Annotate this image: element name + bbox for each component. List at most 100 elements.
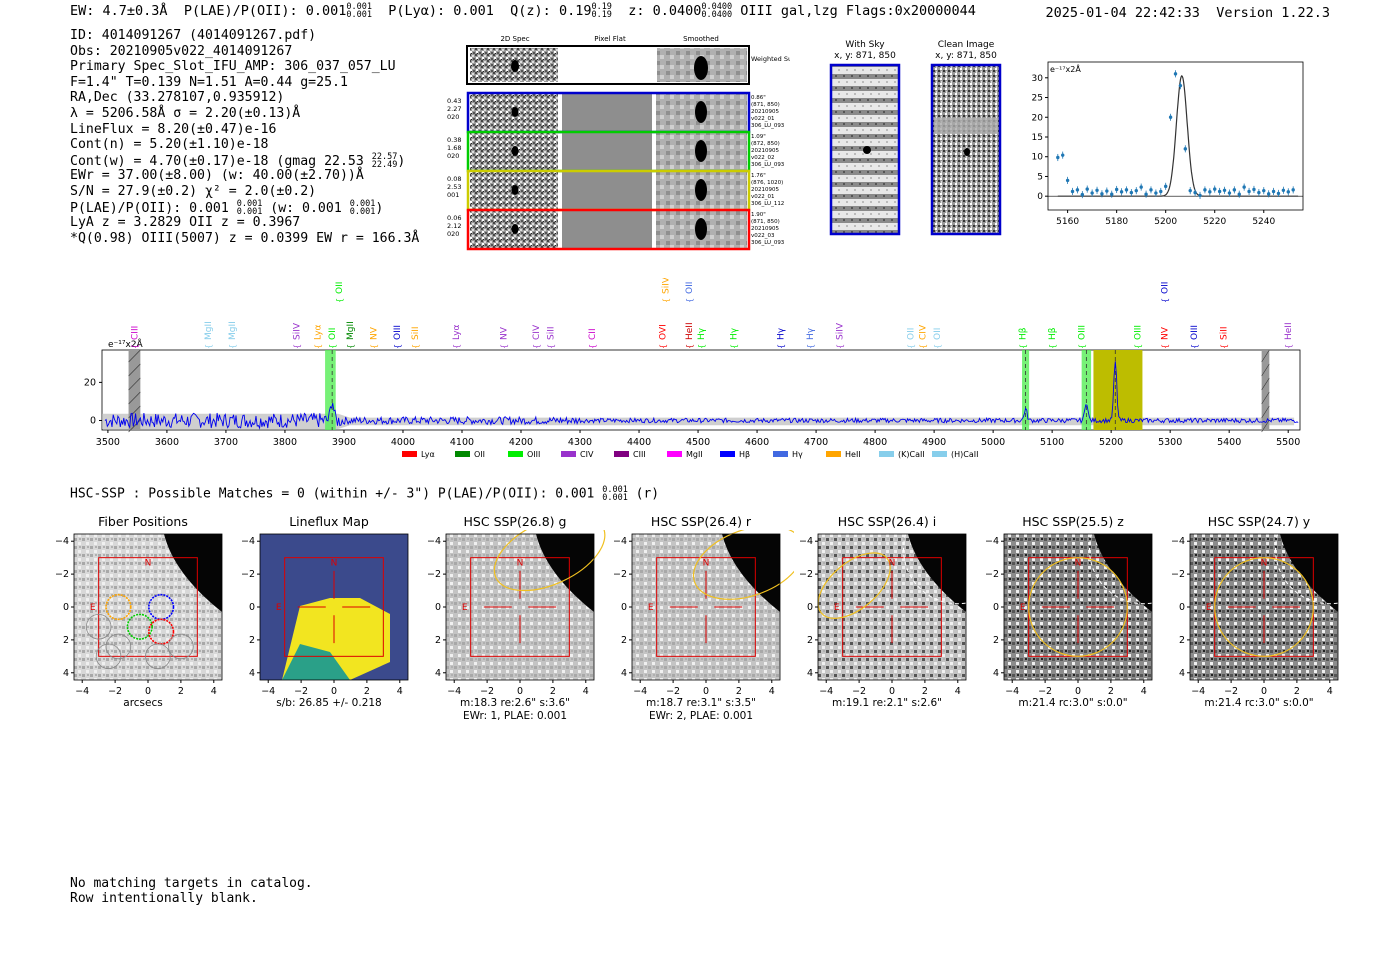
spectrum-line-brace: { [328, 344, 337, 349]
cutout-source [511, 224, 519, 234]
hsc-xtick-label: 4 [955, 686, 961, 697]
hsc-xtick-label: −2 [852, 686, 866, 697]
spectrum-xtick-label: 4100 [450, 437, 474, 448]
hsc-ytick-label: 0 [63, 602, 69, 613]
cutout-right-label: (871, 850) [751, 102, 780, 108]
linefit-ytick-label: 25 [1032, 94, 1043, 104]
linefit-ytick-label: 10 [1032, 153, 1044, 163]
spectrum-line-name: OII [907, 328, 917, 340]
cutout-figure: 2D Spec Pixel Flat Smoothed Weighted Sum… [445, 30, 798, 260]
cutout-left-label: 020 [447, 113, 459, 121]
cutout-left-label: 0.06 [447, 214, 461, 222]
linefit-point [1276, 191, 1281, 196]
cutout-right-label: v022_03 [751, 233, 775, 239]
hsc-xtick-label: 2 [178, 686, 184, 697]
hsc-panel: HSC SSP(26.4) r N E −4 4 −2 2 0 0 2 −2 4 −4 m:18.7 re… [608, 512, 794, 727]
spectrum-line-brace: { [393, 344, 402, 349]
compass-north: N [145, 559, 152, 569]
hsc-xtick-label: −4 [1005, 686, 1019, 697]
spectrum-line-name: Hβ [1019, 327, 1029, 340]
spectrum-ytick-label: 20 [84, 377, 96, 388]
hsc-panel: HSC SSP(24.7) y N E −4 4 −2 2 0 0 2 −2 4 −4 m:21.4 rc… [1166, 512, 1352, 727]
spectrum-xtick-label: 4000 [391, 437, 415, 448]
col-title-smoothed: Smoothed [683, 35, 719, 43]
hsc-xtick-label: −2 [294, 686, 308, 697]
footer-line2: Row intentionally blank. [70, 891, 258, 906]
cutout-pixelflat [562, 133, 652, 170]
spectrum-xtick-label: 5300 [1158, 437, 1182, 448]
header-z: z: 0.0400 [628, 3, 702, 19]
cutout-left-label: 2.27 [447, 105, 461, 113]
spectrum-line-name: Hβ [1048, 327, 1058, 340]
hsc-panel-caption: arcsecs [123, 697, 163, 709]
linefit-point [1129, 190, 1134, 195]
footer-line1: No matching targets in catalog. [70, 876, 313, 891]
spectrum-line-name: Hγ [777, 327, 787, 340]
hsc-panel: Fiber Positions N E −4 4 −2 2 0 0 2 −2 4 −4 arcsecs [50, 512, 236, 727]
spectrum-line-name: MgII [228, 321, 238, 340]
spectrum-line-label: NV { [1160, 326, 1170, 349]
spectrum-xtick-label: 3900 [332, 437, 356, 448]
legend-label: Hβ [739, 450, 750, 459]
hsc-xtick-label: 2 [736, 686, 742, 697]
spectrum-xtick-label: 5500 [1276, 437, 1300, 448]
header-qz: Q(z): 0.19 [510, 3, 592, 19]
compass-east: E [1020, 603, 1026, 613]
cutout-right-label: 1.76" [751, 173, 766, 179]
hsc-bright-star [1094, 534, 1152, 612]
spectrum-line-brace: { [499, 344, 508, 349]
header-z-rest: OIII gal,lzg Flags:0x20000044 [740, 3, 976, 19]
cutout-right-label: (871, 850) [751, 219, 780, 225]
hsc-bright-star [1280, 534, 1338, 612]
fiber-position [168, 633, 194, 660]
hsc-xtick-label: −2 [1038, 686, 1052, 697]
hsc-xtick-label: −2 [666, 686, 680, 697]
spectrum-line-brace: { [293, 344, 302, 349]
hsc-source-ellipse [1214, 557, 1314, 657]
spectrum-line-label: CIV { [918, 324, 928, 349]
spectrum-line-name: OII [933, 328, 943, 340]
linefit-ylabel: e⁻¹⁷x2Å [1050, 63, 1081, 74]
hsc-ytick-label: 4 [993, 668, 999, 679]
hsc-xtick-label: −4 [1191, 686, 1205, 697]
spectrum-xtick-label: 4300 [568, 437, 592, 448]
hsc-xtick-label: −4 [819, 686, 833, 697]
spectrum-hatch [128, 419, 141, 433]
spectrum-line-label: SiIV { [662, 276, 672, 303]
hsc-ytick-label: 0 [1179, 602, 1185, 613]
cutout-left-label: 2.12 [447, 222, 461, 230]
spectrum-xtick-label: 4500 [686, 437, 710, 448]
hsc-panels: Fiber Positions N E −4 4 −2 2 0 0 2 −2 4 −4 arcsecs Li… [50, 512, 1352, 727]
spectrum-xtick-label: 3600 [155, 437, 179, 448]
spectrum-xtick-label: 4400 [627, 437, 651, 448]
spectrum-line-label: HeII { [685, 322, 695, 349]
linefit-point [1208, 190, 1212, 194]
cutout-right-label: 306_LU_093 [751, 123, 785, 129]
hsc-ytick-label: 2 [435, 635, 441, 646]
info-primary: Primary Spec_Slot_IFU_AMP: 306_037_057_L… [70, 59, 396, 75]
compass-north: N [889, 559, 896, 569]
legend-swatch [826, 451, 841, 457]
spectrum-line-label: Hβ { [1048, 327, 1058, 349]
info-id: ID: 4014091267 (4014091267.pdf) [70, 28, 317, 43]
hsc-panel-image: N E −4 4 −2 2 0 0 2 −2 4 −4 [427, 530, 606, 697]
cutout-right-label: 20210905 [751, 187, 779, 193]
spectrum-line-label: Lyα { [452, 324, 462, 349]
full-spectrum-svg: 3500 3600 3700 3800 3900 4000 4100 4200 4300 4400… [84, 276, 1301, 459]
spectrum-line-label: OII { [328, 328, 338, 349]
linefit-point [1183, 147, 1188, 151]
hsc-ytick-label: 4 [63, 668, 69, 679]
spectrum-line-name: Lyα [452, 324, 462, 340]
linefit-point [1227, 191, 1232, 195]
spectrum-line-brace: { [659, 344, 668, 349]
with-sky-title: With Sky [845, 40, 885, 50]
spectrum-line-label: MgII { [346, 321, 356, 349]
spectrum-flux-line [104, 361, 1299, 430]
cutout-source [511, 146, 519, 156]
spectrum-xtick-label: 3700 [214, 437, 238, 448]
spectrum-line-brace: { [697, 344, 706, 349]
cutout-left-label: 0.43 [447, 97, 461, 105]
linefit-point [1080, 192, 1085, 197]
hsc-xtick-label: 4 [397, 686, 403, 697]
